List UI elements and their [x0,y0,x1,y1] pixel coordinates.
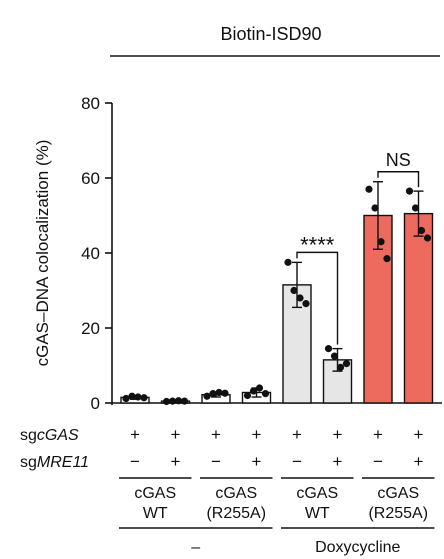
row-label-sgcgas-prefix: sg [20,427,37,444]
data-point [405,187,414,195]
data-point [180,397,189,405]
row-value: + [211,425,221,444]
data-point [342,360,351,368]
data-point [249,387,258,395]
chart-title: Biotin-ISD90 [220,24,321,44]
data-point [423,234,432,242]
row-label-sgcgas-gene: cGAS [37,427,79,444]
row-label-sgmre11: sgMRE11 [20,454,89,471]
data-point [284,258,292,266]
row-value: + [414,425,424,444]
data-point [243,391,252,400]
y-tick-label: 80 [81,94,100,113]
data-point [203,392,211,400]
row-value: − [211,452,221,471]
treatment-label: Doxycycline [315,539,400,556]
row-value: + [252,452,262,471]
data-point [261,390,270,398]
group-label-line2: (R255A) [206,505,266,522]
row-label-sgcgas: sgcGAS [20,427,79,444]
row-value: − [373,452,383,471]
group-label-line1: cGAS [296,485,338,502]
data-point [377,238,385,246]
group-label-line1: cGAS [215,485,257,502]
row-value: + [292,425,302,444]
group-label-line1: cGAS [134,485,176,502]
data-point [215,388,223,397]
data-point [371,204,379,212]
data-point [122,394,130,403]
data-point [134,393,142,401]
row-value: + [414,452,424,471]
data-point [365,185,373,193]
data-point [290,286,298,295]
row-label-sgmre11-gene: MRE11 [37,454,89,471]
y-tick-label: 60 [81,169,100,188]
data-point [162,397,171,406]
data-point [302,300,310,308]
data-point [209,390,217,398]
data-point [255,384,264,392]
significance-label: **** [300,232,335,257]
y-tick-label: 40 [81,244,100,263]
data-point [417,226,426,235]
row-value: + [171,452,181,471]
significance-bracket [296,251,339,345]
row-value: + [333,452,343,471]
bar [403,212,434,404]
data-point [330,352,339,360]
row-value: + [130,425,140,444]
data-point [296,294,304,302]
y-axis-label: cGAS–DNA colocalization (%) [33,140,52,367]
group-label-line2: (R255A) [368,505,428,522]
row-value: + [333,425,343,444]
row-label-sgmre11-prefix: sg [20,454,37,471]
row-value: + [373,425,383,444]
group-label-line2: WT [143,505,168,522]
y-tick-label: 0 [91,394,100,413]
data-point [174,397,183,405]
data-point [324,345,333,353]
row-value: − [130,452,140,471]
row-value: + [252,425,262,444]
data-point [140,394,148,402]
row-value: + [171,425,181,444]
data-point [336,363,345,371]
data-point [221,389,229,397]
row-value: − [292,452,302,471]
data-point [383,255,391,263]
group-label-line2: WT [305,505,330,522]
significance-label: NS [386,150,411,170]
data-point [168,397,177,405]
treatment-label: – [191,539,200,556]
significance-bracket [377,171,420,188]
data-point [128,392,136,400]
data-point [411,204,420,212]
y-tick-label: 20 [81,319,100,338]
group-label-line1: cGAS [377,485,419,502]
